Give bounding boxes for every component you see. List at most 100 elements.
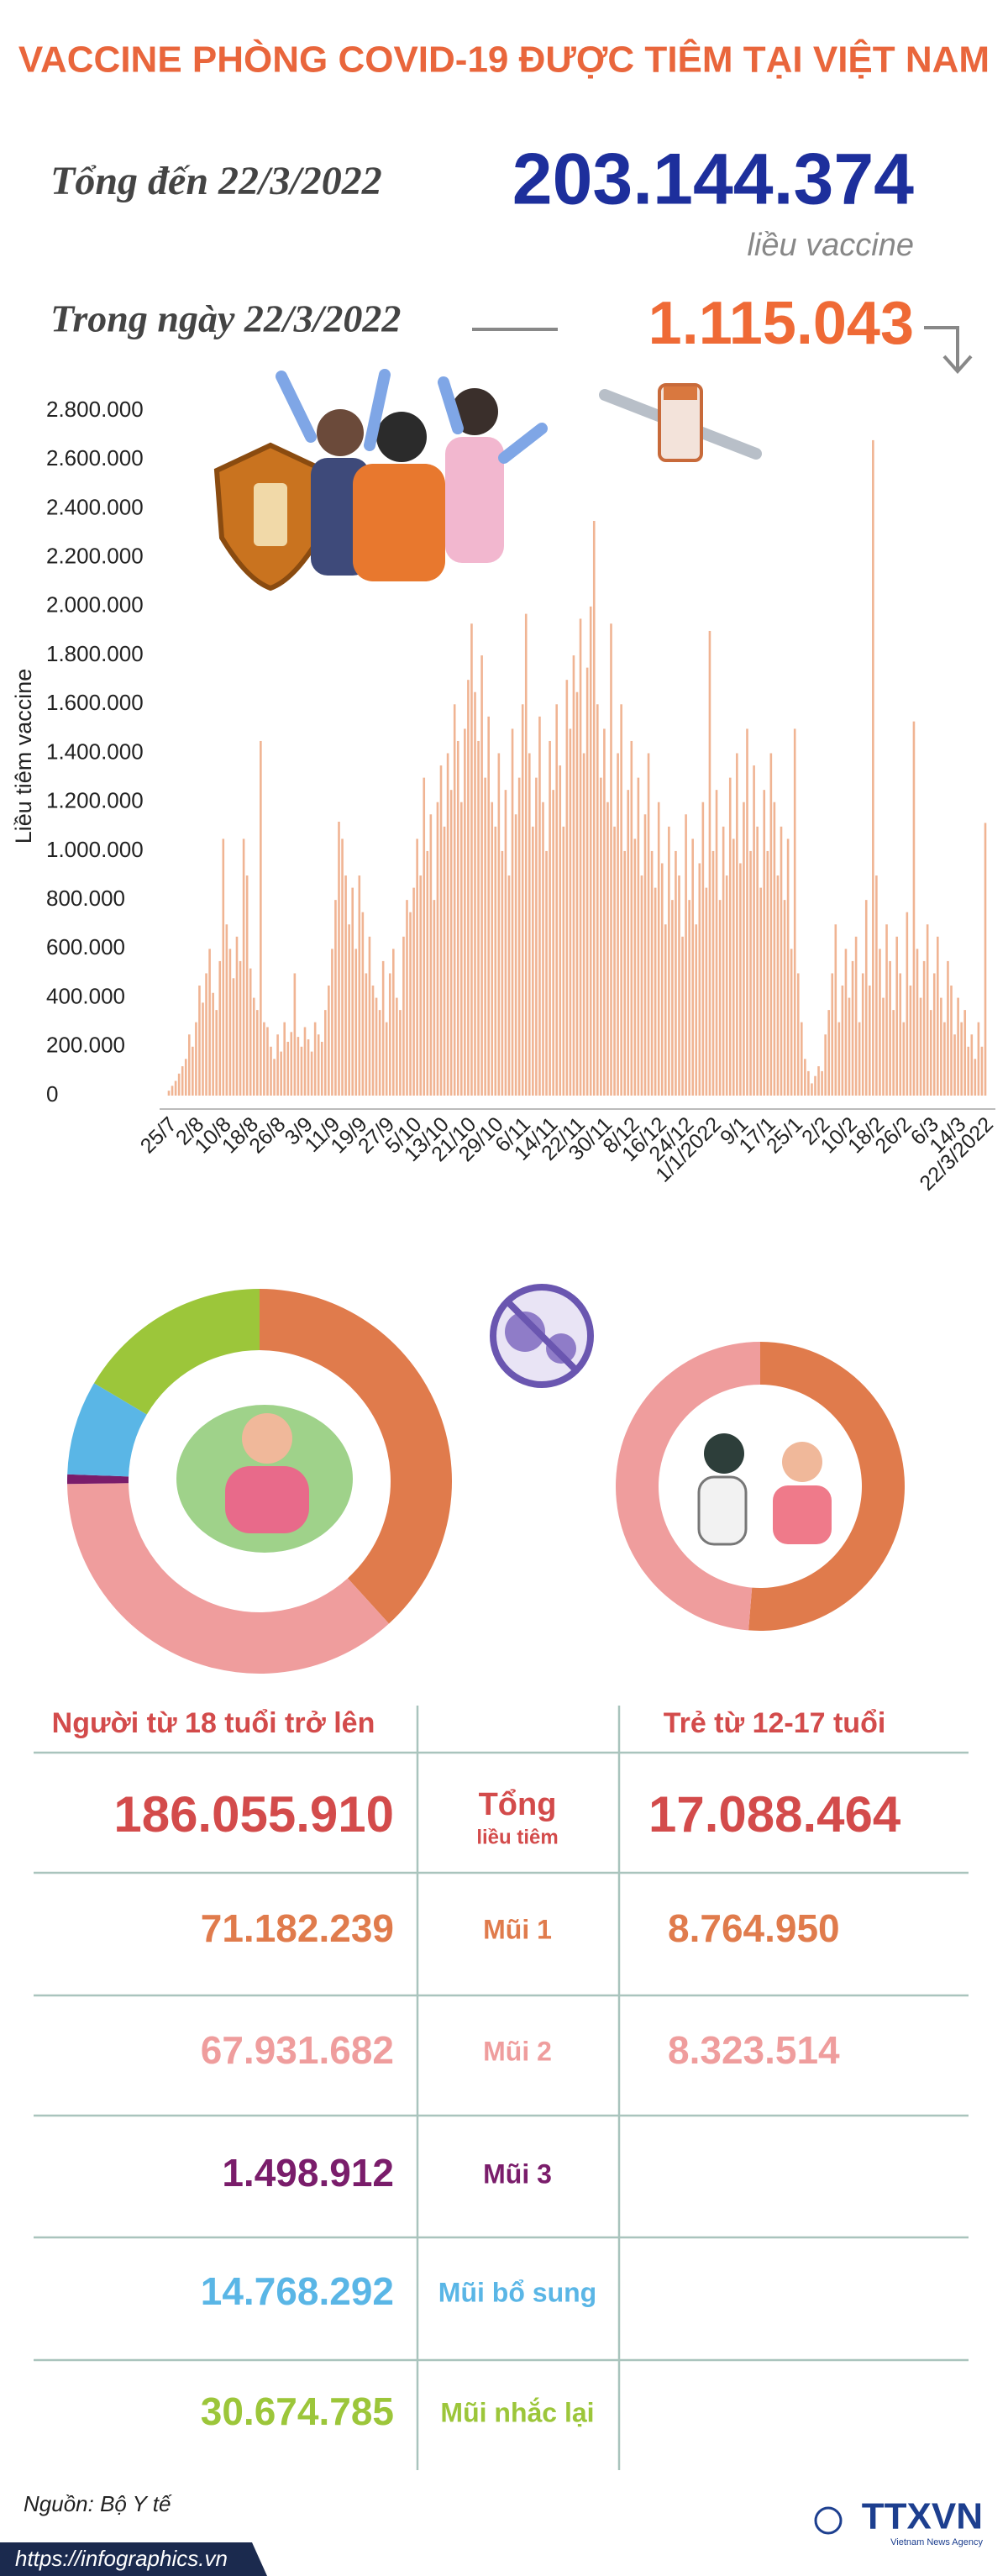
bar [507,875,511,1096]
bar [739,863,742,1096]
bar [617,753,619,1096]
bar [980,1046,984,1096]
bar [895,936,898,1096]
donut-segment [615,1342,760,1631]
bar [501,850,504,1096]
adult-value: 67.931.682 [201,2028,394,2072]
bar [174,1080,177,1096]
total-label: Tổng đến 22/3/2022 [50,159,382,203]
bar [504,790,507,1096]
bar [963,1010,966,1096]
bar [320,1041,323,1096]
bar [555,704,558,1096]
bar [385,1022,388,1096]
bar [351,887,354,1096]
bar [562,826,565,1096]
adult-value: 186.055.910 [113,1786,394,1843]
bar [627,790,630,1096]
bar [943,1022,946,1096]
bar [514,814,517,1096]
bar [477,740,480,1096]
bar [399,1010,402,1096]
bar [487,716,490,1096]
bar [341,839,344,1096]
bar [218,960,222,1096]
bar [549,740,551,1096]
y-axis-label: Liều tiêm vaccine [11,669,36,844]
donut-segment [67,1483,390,1674]
bar [286,1041,290,1096]
bar [467,680,470,1096]
bar [660,863,664,1096]
bar [167,1091,171,1096]
bar [807,1070,810,1096]
bar [491,802,494,1096]
bar [675,850,677,1096]
bar [698,863,701,1096]
bar [691,839,694,1096]
bar [446,753,449,1096]
row-sublabel: liều tiêm [476,1826,558,1848]
bar [831,973,834,1096]
column-header: Người từ 18 tuổi trở lên [52,1707,375,1739]
bar [953,1034,956,1096]
bar [875,875,878,1096]
bar [406,900,408,1096]
bar [565,680,569,1096]
bar [759,887,762,1096]
bar [780,826,783,1096]
adult-value: 14.768.292 [201,2269,394,2313]
bar [701,802,705,1096]
bar [885,924,888,1096]
bar [749,850,752,1096]
bar [970,1034,974,1096]
bar [769,753,773,1096]
bar [575,691,579,1096]
bar [396,997,398,1096]
bar [827,1010,830,1096]
bar [429,814,433,1096]
child-value: 8.764.950 [668,1906,840,1950]
bar [317,1034,320,1096]
bar [303,1027,307,1096]
bar [334,900,337,1096]
bar [736,753,738,1096]
child-value: 8.323.514 [668,2028,840,2072]
bar [361,912,365,1096]
y-tick-label: 400.000 [46,983,125,1008]
bar [647,753,650,1096]
bar [811,1083,813,1096]
bar [960,1022,963,1096]
virus-icon [490,1284,594,1388]
bar [657,802,660,1096]
brand: TTXVN [862,2496,983,2537]
bar [470,623,473,1096]
bar [814,1075,816,1096]
bar [426,850,429,1096]
bar [310,1051,313,1096]
bar [640,875,643,1096]
bar [654,887,657,1096]
row-label: Mũi 3 [483,2158,552,2189]
bar [681,936,684,1096]
y-tick-label: 1.600.000 [46,690,144,715]
bar [817,1066,820,1096]
bar [215,1010,218,1096]
source: Nguồn: Bộ Y tế [24,2491,172,2516]
bar [932,973,936,1096]
bar [937,936,939,1096]
bar [545,850,548,1096]
bar [633,839,637,1096]
bar [348,924,350,1096]
bar [869,986,871,1096]
total-value: 203.144.374 [512,139,914,220]
bar [610,623,612,1096]
bar [456,740,459,1096]
day-value: 1.115.043 [648,290,914,357]
bar [783,900,786,1096]
bar [280,1051,282,1096]
bar [517,777,521,1096]
bar [705,887,708,1096]
